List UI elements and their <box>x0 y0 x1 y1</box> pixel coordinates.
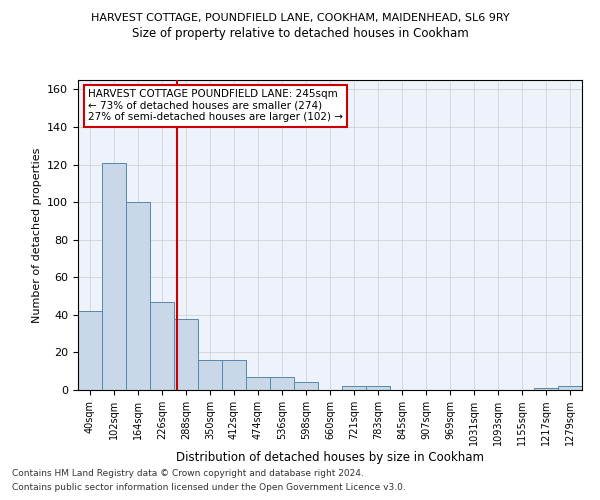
Bar <box>102 162 126 390</box>
Bar <box>366 386 390 390</box>
Bar <box>294 382 318 390</box>
Bar <box>270 377 294 390</box>
Bar <box>222 360 246 390</box>
Text: Size of property relative to detached houses in Cookham: Size of property relative to detached ho… <box>131 28 469 40</box>
Bar <box>150 302 174 390</box>
X-axis label: Distribution of detached houses by size in Cookham: Distribution of detached houses by size … <box>176 451 484 464</box>
Text: Contains HM Land Registry data © Crown copyright and database right 2024.: Contains HM Land Registry data © Crown c… <box>12 468 364 477</box>
Bar <box>174 318 198 390</box>
Bar <box>246 377 270 390</box>
Bar <box>78 311 102 390</box>
Bar <box>558 386 582 390</box>
Text: Contains public sector information licensed under the Open Government Licence v3: Contains public sector information licen… <box>12 484 406 492</box>
Text: HARVEST COTTAGE, POUNDFIELD LANE, COOKHAM, MAIDENHEAD, SL6 9RY: HARVEST COTTAGE, POUNDFIELD LANE, COOKHA… <box>91 12 509 22</box>
Bar <box>198 360 222 390</box>
Y-axis label: Number of detached properties: Number of detached properties <box>32 148 41 322</box>
Bar <box>126 202 150 390</box>
Bar <box>342 386 366 390</box>
Bar <box>534 388 558 390</box>
Text: HARVEST COTTAGE POUNDFIELD LANE: 245sqm
← 73% of detached houses are smaller (27: HARVEST COTTAGE POUNDFIELD LANE: 245sqm … <box>88 90 343 122</box>
